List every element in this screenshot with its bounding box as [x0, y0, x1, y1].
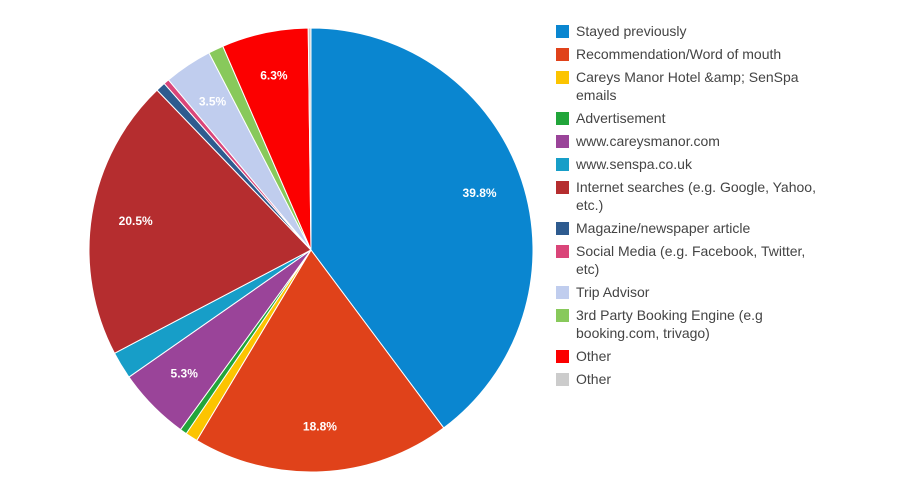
slice-data-label-11: 6.3% [260, 68, 288, 82]
chart-legend: Stayed previously Recommendation/Word of … [556, 22, 886, 393]
slice-data-label-4: 5.3% [171, 367, 199, 381]
legend-item-0[interactable]: Stayed previously [556, 22, 886, 40]
pie-slice-1[interactable] [196, 249, 445, 473]
legend-swatch [556, 158, 569, 171]
legend-label: Trip Advisor [576, 284, 650, 300]
legend-item-8[interactable]: Social Media (e.g. Facebook, Twitter, et… [556, 242, 886, 278]
legend-label: www.careysmanor.com [576, 133, 720, 149]
pie-slice-12[interactable] [307, 27, 312, 251]
legend-item-11[interactable]: Other [556, 347, 886, 365]
legend-item-7[interactable]: Magazine/newspaper article [556, 219, 886, 237]
legend-item-2[interactable]: Careys Manor Hotel &amp; SenSpa emails [556, 68, 886, 104]
legend-swatch [556, 135, 569, 148]
legend-swatch [556, 245, 569, 258]
legend-swatch [556, 48, 569, 61]
legend-swatch [556, 71, 569, 84]
legend-label: Internet searches (e.g. Google, Yahoo, e… [576, 179, 816, 213]
legend-label: Stayed previously [576, 23, 687, 39]
legend-label: Magazine/newspaper article [576, 220, 751, 236]
legend-item-1[interactable]: Recommendation/Word of mouth [556, 45, 886, 63]
legend-swatch [556, 286, 569, 299]
legend-swatch [556, 350, 569, 363]
legend-swatch [556, 112, 569, 125]
legend-item-3[interactable]: Advertisement [556, 109, 886, 127]
legend-label: Other [576, 371, 612, 387]
legend-label: Advertisement [576, 110, 666, 126]
legend-swatch [556, 222, 569, 235]
legend-item-9[interactable]: Trip Advisor [556, 283, 886, 301]
legend-label: Careys Manor Hotel &amp; SenSpa emails [576, 69, 799, 103]
legend-swatch [556, 373, 569, 386]
pie-slice-labels: 39.8% 18.8% 5.3% 20.5% 3.5% 6.3% [119, 68, 497, 433]
legend-item-6[interactable]: Internet searches (e.g. Google, Yahoo, e… [556, 178, 886, 214]
pie-slice-6[interactable] [88, 89, 312, 354]
legend-swatch [556, 25, 569, 38]
legend-item-12[interactable]: Other [556, 370, 886, 388]
legend-swatch [556, 309, 569, 322]
legend-label: Social Media (e.g. Facebook, Twitter, et… [576, 243, 806, 277]
pie-slices [88, 27, 534, 473]
legend-item-5[interactable]: www.senspa.co.uk [556, 155, 886, 173]
legend-label: 3rd Party Booking Engine (e.g booking.co… [576, 307, 763, 341]
legend-item-4[interactable]: www.careysmanor.com [556, 132, 886, 150]
slice-data-label-6: 20.5% [119, 214, 153, 228]
legend-swatch [556, 181, 569, 194]
legend-label: Recommendation/Word of mouth [576, 46, 782, 62]
slice-data-label-1: 18.8% [303, 420, 337, 434]
legend-label: Other [576, 348, 612, 364]
legend-label: www.senspa.co.uk [576, 156, 692, 172]
slice-data-label-0: 39.8% [463, 186, 497, 200]
legend-item-10[interactable]: 3rd Party Booking Engine (e.g booking.co… [556, 306, 886, 342]
pie-slice-0[interactable] [310, 27, 534, 429]
slice-data-label-9: 3.5% [199, 94, 227, 108]
